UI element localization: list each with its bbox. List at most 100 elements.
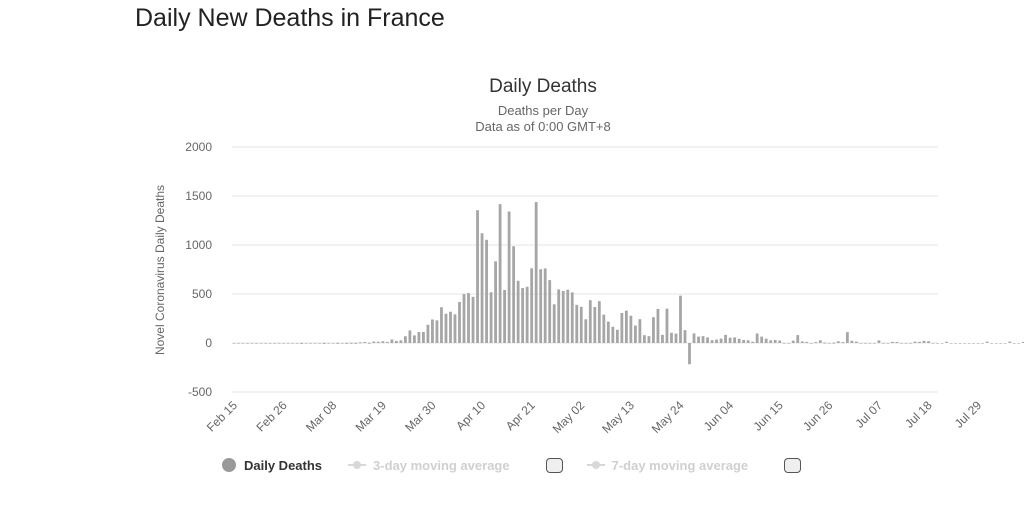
bar[interactable] — [525, 286, 529, 343]
bar[interactable] — [579, 306, 583, 343]
bar[interactable] — [327, 343, 331, 344]
bar[interactable] — [823, 342, 827, 344]
bar[interactable] — [954, 343, 957, 344]
bar[interactable] — [891, 341, 894, 343]
bar[interactable] — [372, 341, 376, 343]
bar[interactable] — [259, 343, 263, 344]
bar[interactable] — [606, 321, 610, 343]
bar[interactable] — [967, 343, 971, 344]
bar[interactable] — [927, 341, 930, 343]
bar[interactable] — [976, 343, 980, 344]
bar[interactable] — [322, 342, 326, 344]
bar[interactable] — [1021, 341, 1024, 343]
bar[interactable] — [570, 292, 574, 343]
bar[interactable] — [462, 294, 466, 343]
bar[interactable] — [913, 341, 917, 343]
bar[interactable] — [422, 332, 425, 343]
bar[interactable] — [909, 343, 912, 344]
bar[interactable] — [530, 268, 534, 343]
bar[interactable] — [877, 340, 881, 343]
bar[interactable] — [548, 280, 552, 343]
bar[interactable] — [900, 343, 903, 344]
bar[interactable] — [981, 343, 985, 344]
bar[interactable] — [602, 314, 606, 343]
bar[interactable] — [381, 341, 385, 343]
bar[interactable] — [936, 343, 939, 344]
bar[interactable] — [467, 293, 470, 343]
bar[interactable] — [958, 343, 962, 344]
bar[interactable] — [367, 342, 371, 344]
bar[interactable] — [656, 308, 660, 343]
bar[interactable] — [413, 335, 416, 343]
bar[interactable] — [503, 289, 506, 343]
bar[interactable] — [827, 343, 831, 344]
bar[interactable] — [1017, 343, 1021, 344]
bar[interactable] — [237, 343, 240, 344]
bar[interactable] — [773, 339, 777, 343]
bar[interactable] — [805, 341, 809, 343]
bar[interactable] — [376, 341, 380, 343]
bar[interactable] — [985, 341, 989, 343]
bar[interactable] — [345, 342, 349, 344]
bar[interactable] — [697, 336, 700, 343]
bar[interactable] — [886, 343, 890, 344]
bar[interactable] — [593, 307, 597, 343]
bar[interactable] — [733, 337, 737, 343]
bar[interactable] — [476, 210, 479, 343]
bar[interactable] — [250, 343, 254, 344]
bar[interactable] — [692, 333, 696, 343]
bar[interactable] — [864, 343, 867, 344]
bar[interactable] — [313, 343, 317, 344]
bar[interactable] — [719, 338, 723, 343]
bar[interactable] — [999, 343, 1003, 344]
toggle-3day-average[interactable] — [545, 457, 563, 473]
bar[interactable] — [800, 341, 804, 343]
bar[interactable] — [557, 289, 561, 343]
bar[interactable] — [534, 202, 538, 343]
bar[interactable] — [516, 280, 520, 343]
bar[interactable] — [561, 290, 565, 343]
bar[interactable] — [963, 343, 967, 344]
bar[interactable] — [485, 239, 488, 343]
bar[interactable] — [638, 319, 642, 343]
bar[interactable] — [778, 340, 782, 343]
bar[interactable] — [584, 319, 588, 343]
bar[interactable] — [949, 343, 953, 344]
bar[interactable] — [512, 246, 516, 343]
legend-item-3day-average[interactable]: 3-day moving average — [348, 458, 510, 473]
bar[interactable] — [882, 343, 885, 344]
bar[interactable] — [286, 343, 290, 344]
bar[interactable] — [791, 340, 795, 343]
bar[interactable] — [688, 343, 691, 365]
bar[interactable] — [904, 343, 908, 344]
bar[interactable] — [832, 342, 836, 344]
bar[interactable] — [552, 304, 556, 343]
bar[interactable] — [282, 343, 286, 344]
bar[interactable] — [850, 340, 854, 343]
bar[interactable] — [480, 233, 484, 343]
bar[interactable] — [809, 343, 813, 344]
bar[interactable] — [246, 343, 249, 344]
bar[interactable] — [331, 343, 335, 344]
toggle-7day-average[interactable] — [784, 457, 802, 473]
bar[interactable] — [922, 340, 926, 343]
bar[interactable] — [458, 302, 461, 343]
bar[interactable] — [615, 329, 619, 343]
bar[interactable] — [670, 332, 673, 343]
bar[interactable] — [358, 342, 362, 344]
bar[interactable] — [629, 315, 633, 343]
bar[interactable] — [336, 342, 340, 344]
bar[interactable] — [611, 326, 615, 343]
bar[interactable] — [390, 339, 394, 343]
bar[interactable] — [814, 342, 818, 344]
bar[interactable] — [782, 343, 786, 344]
bar[interactable] — [264, 343, 267, 344]
bar[interactable] — [440, 307, 443, 343]
bar[interactable] — [588, 300, 592, 343]
bar[interactable] — [241, 343, 245, 344]
bar[interactable] — [737, 338, 741, 343]
bar[interactable] — [620, 313, 624, 343]
bar[interactable] — [597, 301, 601, 343]
bar[interactable] — [543, 268, 547, 343]
bar[interactable] — [426, 324, 430, 343]
